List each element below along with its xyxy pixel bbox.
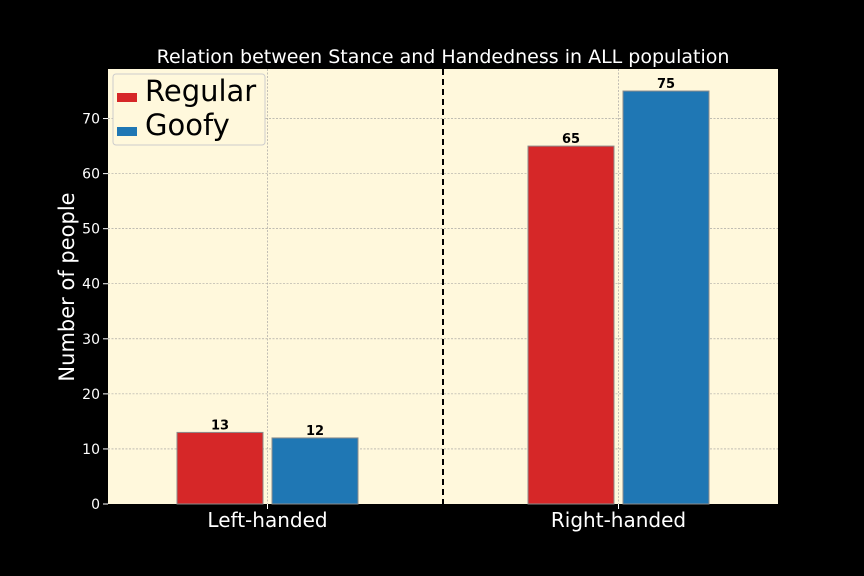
x-tick-label-1: Right-handed [551,508,686,532]
y-tick-label-7: 70 [82,112,100,128]
y-tick-label-5: 50 [82,222,100,238]
data-label-regular-left-handed: 13 [211,418,229,433]
y-tick-label-4: 40 [82,277,100,293]
y-tick-label-2: 20 [82,387,100,403]
y-axis-title: Number of people [55,192,79,381]
legend-label-goofy: Goofy [145,108,230,142]
y-tick-label-6: 60 [82,167,100,183]
data-labels: 13 12 65 75 [211,77,675,439]
legend: Regular Goofy [112,73,266,146]
bar-regular-right-handed [527,145,615,505]
x-axis: Left-handed Right-handed [207,504,686,532]
x-tick-label-0: Left-handed [207,508,327,532]
bar-regular-left-handed [176,431,264,505]
legend-swatch-regular [117,93,137,102]
legend-box [112,73,266,146]
data-label-regular-right-handed: 65 [562,132,580,147]
y-tick-label-0: 0 [91,497,100,513]
data-label-goofy-left-handed: 12 [306,424,324,439]
y-tick-label-1: 10 [82,442,100,458]
bar-goofy-left-handed [271,437,359,505]
y-tick-label-3: 30 [82,332,100,348]
legend-label-regular: Regular [145,74,256,108]
bars [176,90,710,505]
chart-title: Relation between Stance and Handedness i… [157,46,730,68]
data-label-goofy-right-handed: 75 [657,77,675,92]
y-axis: 0 10 20 30 40 50 60 70 [82,112,108,513]
bar-goofy-right-handed [622,90,710,505]
legend-swatch-goofy [117,127,137,136]
